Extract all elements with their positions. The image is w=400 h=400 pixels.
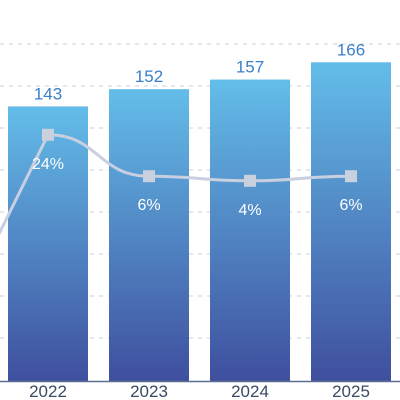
growth-label-2023: 6% <box>137 197 160 214</box>
growth-label-2025: 6% <box>339 197 362 214</box>
bar-2022 <box>8 106 88 381</box>
bar-layer <box>8 62 391 381</box>
growth-line <box>0 133 352 236</box>
x-tick-label-2022: 2022 <box>29 382 67 400</box>
growth-marker-2022 <box>42 128 54 141</box>
growth-marker-2023 <box>143 170 155 183</box>
bar-value-label-2023: 152 <box>135 67 163 86</box>
bar-2024 <box>210 79 290 381</box>
growth-label-2022: 24% <box>32 156 64 173</box>
growth-marker-2024 <box>244 174 256 187</box>
bar-2023 <box>109 89 189 381</box>
bar-value-label-2022: 143 <box>34 84 62 103</box>
bar-2025 <box>311 62 391 381</box>
axis-layer: 2022 2023 2024 2025 <box>0 380 400 400</box>
x-tick-label-2023: 2023 <box>130 382 168 400</box>
bar-value-label-2025: 166 <box>337 40 365 59</box>
bar-value-label-2024: 157 <box>236 58 264 77</box>
growth-label-2024: 4% <box>238 202 261 219</box>
growth-marker-2025 <box>345 170 357 183</box>
line-layer <box>0 128 357 236</box>
x-tick-label-2025: 2025 <box>332 382 370 400</box>
x-tick-label-2024: 2024 <box>231 382 269 400</box>
label-layer: 143 152 157 166 24% 6% 4% 6% <box>32 40 365 219</box>
